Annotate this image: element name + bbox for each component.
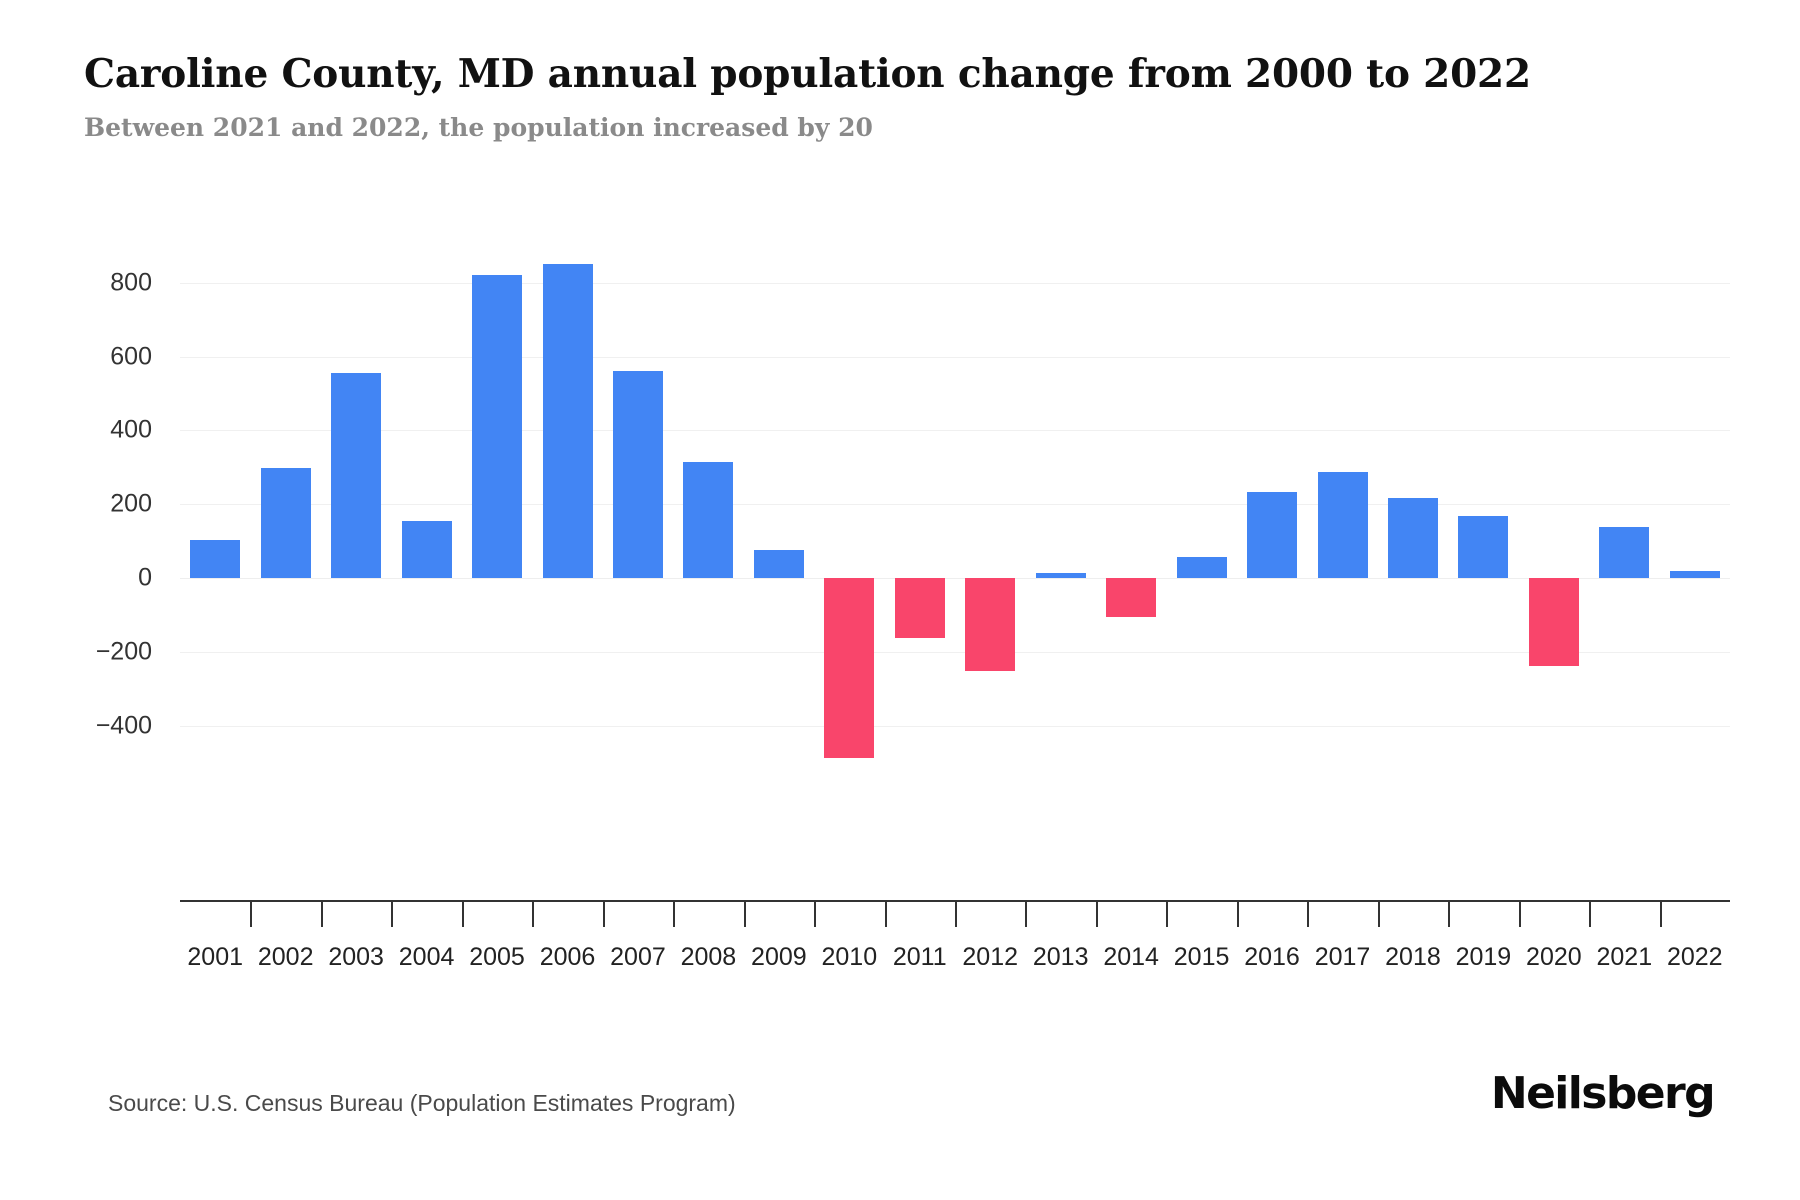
x-axis-label-2015: 2015 bbox=[1173, 943, 1230, 971]
y-axis-tick-label: −200 bbox=[95, 637, 152, 666]
bar-2020[interactable] bbox=[1528, 578, 1579, 666]
x-axis-label-2008: 2008 bbox=[680, 943, 737, 971]
x-axis-label-2005: 2005 bbox=[469, 943, 525, 971]
x-axis-label-2019: 2019 bbox=[1455, 943, 1512, 971]
x-axis-tick bbox=[1377, 901, 1380, 927]
x-axis-tick bbox=[1095, 901, 1098, 927]
gridline bbox=[180, 504, 1730, 506]
bar-2010[interactable] bbox=[824, 578, 875, 758]
x-axis-label-2009: 2009 bbox=[751, 943, 807, 971]
y-axis-tick-label: 600 bbox=[110, 342, 152, 371]
x-axis-label-2020: 2020 bbox=[1526, 943, 1582, 971]
x-axis-tick bbox=[250, 901, 253, 927]
bar-2006[interactable] bbox=[542, 264, 593, 578]
x-axis-tick bbox=[532, 901, 535, 927]
bar-2005[interactable] bbox=[472, 274, 523, 578]
x-axis-tick bbox=[814, 901, 817, 927]
chart-subtitle: Between 2021 and 2022, the population in… bbox=[84, 112, 873, 142]
x-axis-tick bbox=[391, 901, 394, 927]
x-axis-label-2012: 2012 bbox=[962, 943, 1019, 971]
x-axis-tick bbox=[1518, 901, 1521, 927]
x-axis-label-2002: 2002 bbox=[257, 943, 314, 971]
bar-2012[interactable] bbox=[965, 578, 1016, 672]
gridline bbox=[180, 282, 1730, 284]
brand-logo: Neilsberg bbox=[1490, 1068, 1716, 1119]
x-axis-label-2013: 2013 bbox=[1032, 943, 1089, 971]
x-axis-tick bbox=[320, 901, 323, 927]
x-axis-tick bbox=[1307, 901, 1310, 927]
chart-header: Caroline County, MD annual population ch… bbox=[84, 52, 1724, 143]
zero-baseline bbox=[180, 578, 1730, 579]
y-axis-tick-label: 800 bbox=[110, 268, 152, 297]
bar-2008[interactable] bbox=[683, 461, 734, 578]
bar-2013[interactable] bbox=[1035, 573, 1086, 578]
x-axis-tick bbox=[602, 901, 605, 927]
x-axis-label-2003: 2003 bbox=[328, 943, 384, 971]
gridline bbox=[180, 356, 1730, 358]
x-axis-label-2014: 2014 bbox=[1103, 943, 1159, 971]
x-axis-label-2018: 2018 bbox=[1385, 943, 1441, 971]
x-axis-tick bbox=[1166, 901, 1169, 927]
x-axis-label-2007: 2007 bbox=[610, 943, 666, 971]
bar-2019[interactable] bbox=[1458, 516, 1509, 578]
x-axis-tick bbox=[1589, 901, 1592, 927]
x-axis-tick bbox=[884, 901, 887, 927]
bar-2014[interactable] bbox=[1106, 578, 1157, 617]
x-axis-label-2001: 2001 bbox=[187, 943, 244, 971]
x-axis-tick bbox=[673, 901, 676, 927]
bar-2018[interactable] bbox=[1387, 497, 1438, 578]
source-note: Source: U.S. Census Bureau (Population E… bbox=[108, 1090, 736, 1116]
x-axis-tick bbox=[461, 901, 464, 927]
x-axis-tick bbox=[1025, 901, 1028, 927]
bar-2001[interactable] bbox=[190, 540, 241, 578]
y-axis-tick-label: −400 bbox=[95, 711, 152, 740]
x-axis-tick bbox=[743, 901, 746, 927]
bar-2017[interactable] bbox=[1317, 471, 1368, 578]
bar-2004[interactable] bbox=[401, 521, 452, 578]
x-axis-label-2011: 2011 bbox=[892, 943, 947, 971]
x-axis-label-2004: 2004 bbox=[398, 943, 455, 971]
x-axis-tick bbox=[1659, 901, 1662, 927]
bar-2016[interactable] bbox=[1247, 492, 1298, 578]
gridline bbox=[180, 430, 1730, 432]
bar-2003[interactable] bbox=[331, 372, 382, 578]
x-axis-tick bbox=[1448, 901, 1451, 927]
bar-2002[interactable] bbox=[260, 468, 311, 578]
bar-2022[interactable] bbox=[1669, 570, 1720, 578]
bar-2015[interactable] bbox=[1176, 556, 1227, 578]
x-axis-tick bbox=[1236, 901, 1239, 927]
x-axis-label-2010: 2010 bbox=[821, 943, 878, 971]
bar-2011[interactable] bbox=[894, 578, 945, 639]
x-axis-label-2022: 2022 bbox=[1666, 943, 1723, 971]
gridline bbox=[180, 725, 1730, 727]
x-axis-label-2016: 2016 bbox=[1244, 943, 1300, 971]
y-axis-tick-label: 400 bbox=[110, 415, 152, 444]
x-axis-label-2006: 2006 bbox=[539, 943, 596, 971]
x-axis-label-2017: 2017 bbox=[1314, 943, 1371, 971]
page-title: Caroline County, MD annual population ch… bbox=[84, 51, 1531, 97]
bar-2021[interactable] bbox=[1599, 527, 1650, 578]
y-axis-tick-label: 0 bbox=[138, 563, 152, 592]
bar-2007[interactable] bbox=[612, 370, 663, 578]
bar-2009[interactable] bbox=[753, 549, 804, 578]
y-axis-tick-label: 200 bbox=[110, 489, 152, 518]
x-axis-label-2021: 2021 bbox=[1596, 943, 1653, 971]
gridline bbox=[180, 651, 1730, 653]
x-axis-tick bbox=[955, 901, 957, 927]
